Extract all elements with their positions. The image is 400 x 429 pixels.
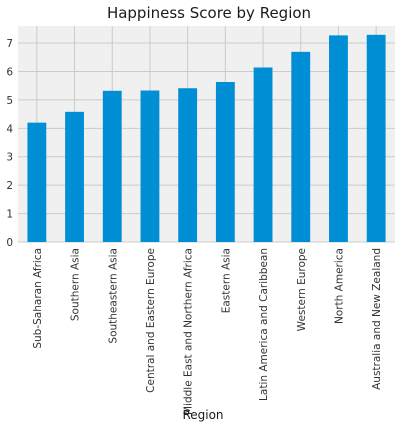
bar	[215, 81, 235, 242]
bar	[178, 88, 198, 243]
y-tick-label: 0	[6, 237, 13, 249]
y-tick-label: 5	[6, 95, 13, 107]
x-tick-label: Central and Eastern Europe	[145, 248, 157, 393]
bar	[366, 34, 386, 242]
y-tick-label: 2	[6, 180, 13, 192]
x-tick-label: Southeastern Asia	[107, 248, 119, 344]
x-tick-label: Sub-Saharan Africa	[32, 248, 44, 349]
x-tick-label: Western Europe	[296, 248, 308, 331]
bar	[329, 35, 348, 242]
y-tick-label: 7	[6, 38, 13, 50]
bar	[140, 90, 160, 242]
bar	[65, 111, 84, 243]
x-tick-label: Australia and New Zealand	[371, 248, 383, 390]
y-tick-labels: 0 1 2 3 4 5 6 7	[6, 38, 13, 249]
x-tick-label: North America	[333, 248, 345, 324]
bar	[27, 122, 47, 242]
bar	[291, 51, 311, 242]
x-tick-label: Southern Asia	[70, 248, 82, 321]
y-tick-label: 1	[6, 209, 13, 221]
bar	[253, 67, 273, 242]
x-tick-label: Middle East and Northern Africa	[183, 248, 195, 415]
y-tick-label: 4	[6, 123, 13, 135]
y-tick-label: 3	[6, 152, 13, 164]
x-tick-label: Latin America and Caribbean	[258, 248, 270, 401]
x-axis-label: Region	[182, 408, 223, 422]
bars	[27, 34, 386, 243]
x-tick-labels: Sub-Saharan Africa Southern Asia Southeast…	[32, 248, 383, 415]
bar	[102, 90, 122, 242]
x-tick-label: Eastern Asia	[220, 248, 232, 313]
y-tick-label: 6	[6, 66, 13, 78]
chart-title: Happiness Score by Region	[107, 4, 311, 22]
